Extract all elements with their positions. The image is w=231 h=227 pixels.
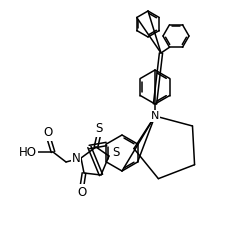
Text: N: N [72,151,80,165]
Text: S: S [112,146,120,160]
Text: HO: HO [19,146,37,158]
Text: O: O [77,185,87,198]
Text: O: O [43,126,53,140]
Text: S: S [95,123,103,136]
Text: N: N [151,111,159,121]
